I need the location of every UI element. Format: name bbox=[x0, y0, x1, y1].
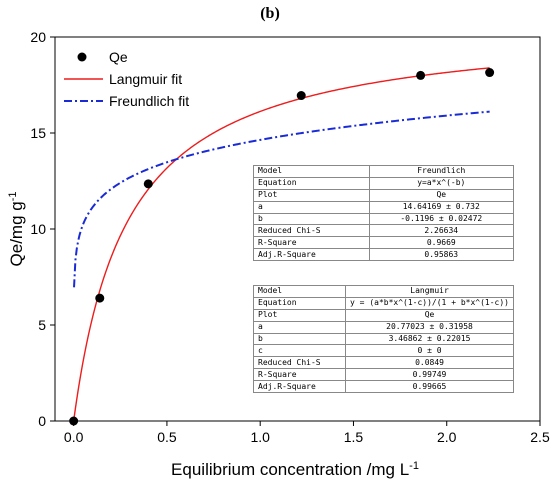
table-row: Equation y=a*x^(-b) bbox=[253, 176, 515, 190]
langmuir-fit-table: Model Langmuir Equation y = (a*b*x^(1-c))/(… bbox=[252, 285, 514, 394]
y-tick-label: 0 bbox=[38, 413, 46, 429]
table-row: Reduced Chi-S 0.0849 bbox=[252, 356, 514, 370]
table-row: Model Langmuir bbox=[252, 285, 514, 298]
table-cell-key: a bbox=[253, 200, 370, 214]
table-cell-key: Model bbox=[253, 165, 370, 178]
table-row: R-Square 0.9669 bbox=[253, 236, 515, 250]
table-cell-key: Equation bbox=[253, 176, 370, 190]
y-axis-title-main: Qe/mg g bbox=[7, 201, 26, 266]
x-tick-label: 2.5 bbox=[530, 429, 550, 445]
table-row: b -0.1196 ± 0.02472 bbox=[253, 212, 515, 226]
y-tick-label: 20 bbox=[30, 29, 46, 45]
table-cell-key: Equation bbox=[252, 296, 347, 310]
table-cell-value: 0 ± 0 bbox=[345, 344, 514, 358]
table-cell-key: c bbox=[252, 344, 347, 358]
table-cell-key: R-Square bbox=[253, 236, 370, 250]
table-cell-key: Reduced Chi-S bbox=[252, 356, 347, 370]
legend: Qe Langmuir fit Freundlich fit bbox=[64, 49, 189, 109]
legend-marker-qe bbox=[77, 52, 87, 62]
data-point bbox=[296, 91, 306, 101]
table-cell-value: Qe bbox=[368, 188, 515, 202]
table-cell-key: Adj.R-Square bbox=[252, 380, 347, 394]
x-axis-title-sup: -1 bbox=[409, 460, 419, 472]
x-tick-label: 1.5 bbox=[344, 429, 364, 445]
y-tick-label: 10 bbox=[30, 221, 46, 237]
x-tick-label: 0.5 bbox=[157, 429, 177, 445]
data-point bbox=[69, 416, 79, 426]
table-cell-value: 14.64169 ± 0.732 bbox=[368, 200, 515, 214]
table-cell-value: 20.77023 ± 0.31958 bbox=[345, 320, 514, 334]
table-cell-value: y = (a*b*x^(1-c))/(1 + b*x^(1-c)) bbox=[345, 296, 514, 310]
table-row: Reduced Chi-S 2.26634 bbox=[253, 224, 515, 238]
data-point bbox=[95, 293, 105, 303]
panel-label: (b) bbox=[260, 5, 280, 22]
x-tick-label: 2.0 bbox=[437, 429, 457, 445]
axis-ticks: 0.0 0.5 1.0 1.5 2.0 2.5 0 5 10 15 20 bbox=[30, 29, 550, 445]
table-cell-key: R-Square bbox=[252, 368, 347, 382]
table-cell-value: Freundlich bbox=[368, 165, 515, 178]
freundlich-fit-curve bbox=[73, 110, 490, 288]
table-cell-key: Model bbox=[252, 285, 347, 298]
data-point bbox=[485, 68, 495, 78]
table-row: b 3.46862 ± 0.22015 bbox=[252, 332, 514, 346]
table-cell-value: 0.0849 bbox=[345, 356, 514, 370]
y-axis-title-sup: -1 bbox=[7, 192, 19, 202]
y-axis-title: Qe/mg g-1 bbox=[7, 192, 26, 267]
table-cell-key: Plot bbox=[252, 308, 347, 322]
table-cell-value: Langmuir bbox=[345, 285, 514, 298]
table-cell-value: 0.99665 bbox=[345, 380, 514, 394]
table-row: a 20.77023 ± 0.31958 bbox=[252, 320, 514, 334]
legend-label-langmuir: Langmuir fit bbox=[109, 71, 182, 87]
table-row: a 14.64169 ± 0.732 bbox=[253, 200, 515, 214]
table-cell-key: Reduced Chi-S bbox=[253, 224, 370, 238]
table-row: Plot Qe bbox=[253, 188, 515, 202]
table-row: Adj.R-Square 0.95863 bbox=[253, 248, 515, 262]
table-cell-value: y=a*x^(-b) bbox=[368, 176, 515, 190]
table-cell-value: 0.9669 bbox=[368, 236, 515, 250]
legend-label-freundlich: Freundlich fit bbox=[109, 93, 189, 109]
data-point bbox=[143, 179, 153, 189]
freundlich-fit-table-body: Model Freundlich Equation y=a*x^(-b) Plot Qe a… bbox=[253, 165, 515, 262]
table-cell-key: b bbox=[252, 332, 347, 346]
table-cell-value: 3.46862 ± 0.22015 bbox=[345, 332, 514, 346]
table-cell-value: 0.99749 bbox=[345, 368, 514, 382]
table-cell-value: 0.95863 bbox=[368, 248, 515, 262]
table-cell-key: Adj.R-Square bbox=[253, 248, 370, 262]
x-tick-label: 0.0 bbox=[64, 429, 84, 445]
table-cell-value: -0.1196 ± 0.02472 bbox=[368, 212, 515, 226]
table-row: R-Square 0.99749 bbox=[252, 368, 514, 382]
langmuir-fit-table-body: Model Langmuir Equation y = (a*b*x^(1-c))/(… bbox=[252, 285, 514, 394]
x-tick-label: 1.0 bbox=[250, 429, 270, 445]
table-row: Model Freundlich bbox=[253, 165, 515, 178]
x-axis-title: Equilibrium concentration /mg L-1 bbox=[171, 460, 419, 479]
data-points bbox=[69, 68, 495, 426]
table-row: Adj.R-Square 0.99665 bbox=[252, 380, 514, 394]
y-tick-label: 15 bbox=[30, 125, 46, 141]
table-cell-value: Qe bbox=[345, 308, 514, 322]
table-cell-key: Plot bbox=[253, 188, 370, 202]
table-row: Equation y = (a*b*x^(1-c))/(1 + b*x^(1-c)… bbox=[252, 296, 514, 310]
freundlich-fit-table: Model Freundlich Equation y=a*x^(-b) Plot Qe a… bbox=[253, 165, 515, 262]
x-axis-title-main: Equilibrium concentration /mg L bbox=[171, 460, 409, 479]
data-point bbox=[416, 70, 426, 80]
table-cell-key: a bbox=[252, 320, 347, 334]
table-cell-key: b bbox=[253, 212, 370, 226]
table-row: Plot Qe bbox=[252, 308, 514, 322]
table-cell-value: 2.26634 bbox=[368, 224, 515, 238]
legend-label-qe: Qe bbox=[109, 49, 128, 65]
y-tick-label: 5 bbox=[38, 317, 46, 333]
